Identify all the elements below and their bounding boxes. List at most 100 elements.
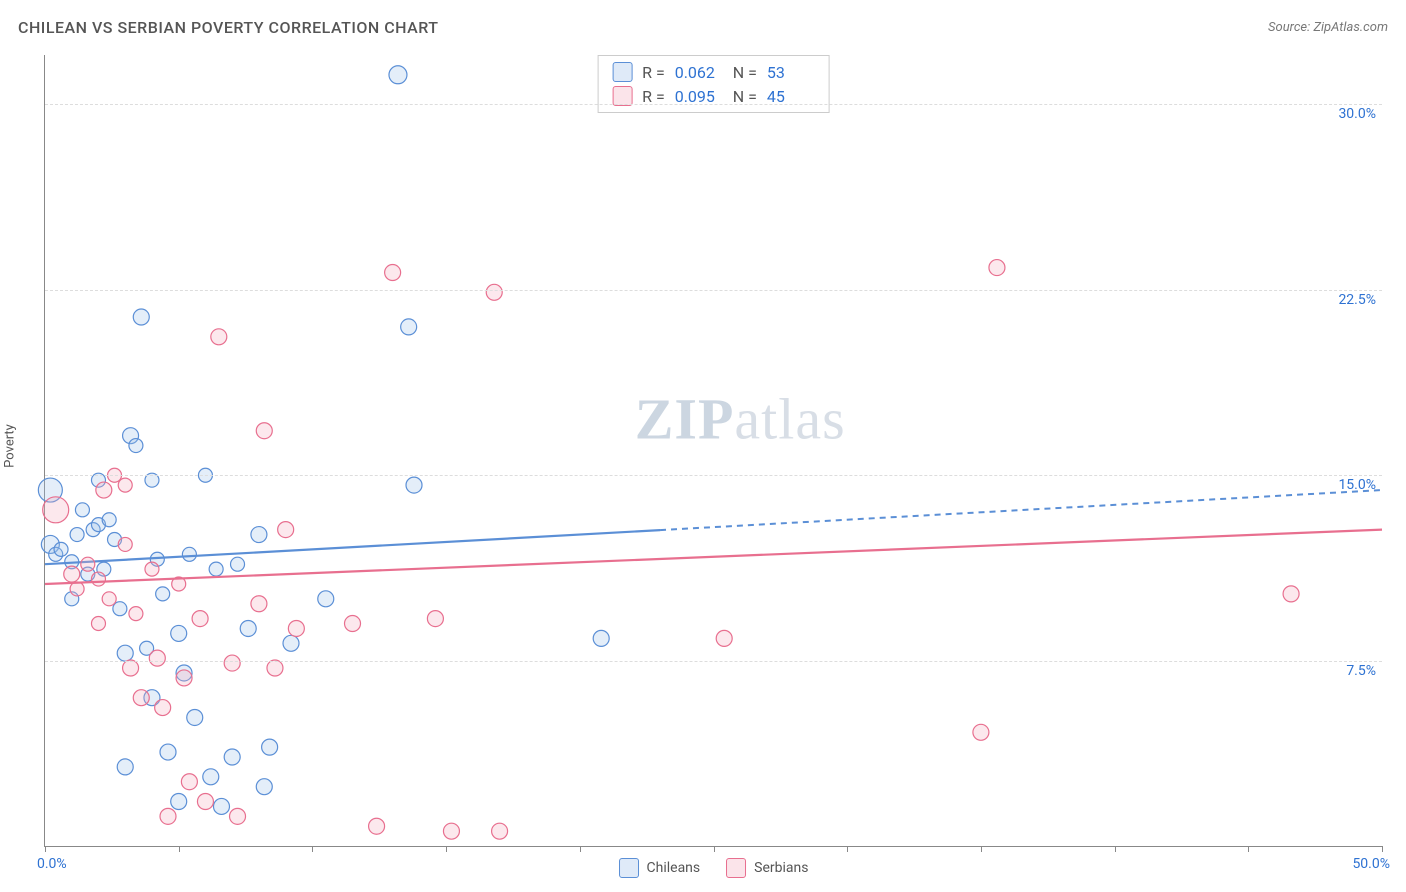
chart-svg	[45, 55, 1382, 846]
x-tick	[1115, 846, 1116, 852]
data-point	[385, 265, 401, 281]
data-point	[486, 284, 502, 300]
data-point	[171, 794, 187, 810]
data-point	[70, 582, 84, 596]
data-point	[129, 439, 143, 453]
data-point	[160, 744, 176, 760]
data-point	[156, 587, 170, 601]
data-point	[102, 513, 116, 527]
stat-r-value: 0.062	[675, 63, 723, 82]
data-point	[118, 478, 132, 492]
legend-label: Chileans	[647, 860, 701, 876]
trend-line	[45, 530, 660, 564]
stat-n-value: 45	[767, 87, 815, 106]
x-tick	[312, 846, 313, 852]
data-point	[197, 794, 213, 810]
data-point	[267, 660, 283, 676]
x-axis-min-label: 0.0%	[37, 856, 67, 872]
trend-line-extrapolated	[660, 490, 1382, 530]
data-point	[989, 260, 1005, 276]
data-point	[492, 823, 508, 839]
data-point	[145, 562, 159, 576]
data-point	[203, 769, 219, 785]
data-point	[716, 630, 732, 646]
series-swatch	[612, 86, 632, 106]
data-point	[43, 497, 69, 523]
data-point	[117, 645, 133, 661]
data-point	[149, 650, 165, 666]
y-tick-label: 30.0%	[1338, 106, 1376, 122]
x-tick	[179, 846, 180, 852]
data-point	[54, 542, 68, 556]
y-tick-label: 15.0%	[1338, 477, 1376, 493]
data-point	[129, 607, 143, 621]
y-axis-label: Poverty	[3, 424, 18, 468]
gridline	[45, 475, 1382, 476]
data-point	[133, 309, 149, 325]
data-point	[75, 503, 89, 517]
data-point	[123, 660, 139, 676]
stat-n-value: 53	[767, 63, 815, 82]
data-point	[389, 66, 407, 84]
series-swatch	[612, 62, 632, 82]
data-point	[224, 749, 240, 765]
legend-item: Serbians	[726, 858, 808, 878]
legend-item: Chileans	[619, 858, 701, 878]
legend-swatch	[619, 858, 639, 878]
data-point	[102, 592, 116, 606]
data-point	[256, 779, 272, 795]
data-point	[369, 818, 385, 834]
data-point	[113, 602, 127, 616]
data-point	[181, 774, 197, 790]
data-point	[91, 617, 105, 631]
stat-n-key: N =	[733, 63, 757, 82]
stat-n-key: N =	[733, 87, 757, 106]
stats-row: R = 0.062 N = 53	[598, 60, 829, 84]
data-point	[155, 700, 171, 716]
x-tick	[847, 846, 848, 852]
data-point	[118, 537, 132, 551]
legend-swatch	[726, 858, 746, 878]
data-point	[593, 630, 609, 646]
data-point	[973, 724, 989, 740]
data-point	[230, 808, 246, 824]
data-point	[231, 557, 245, 571]
stat-r-key: R =	[642, 87, 665, 106]
data-point	[171, 625, 187, 641]
plot-area: ZIPatlas R =0.062N =53R =0.095N =45 0.0%…	[44, 55, 1382, 847]
data-point	[262, 739, 278, 755]
x-axis-max-label: 50.0%	[1352, 856, 1390, 872]
x-tick	[45, 846, 46, 852]
data-point	[213, 798, 229, 814]
data-point	[278, 522, 294, 538]
data-point	[318, 591, 334, 607]
x-tick	[1248, 846, 1249, 852]
stat-r-value: 0.095	[675, 87, 723, 106]
source-name: ZipAtlas.com	[1313, 20, 1388, 35]
data-point	[176, 670, 192, 686]
data-point	[443, 823, 459, 839]
data-point	[91, 572, 105, 586]
stat-r-key: R =	[642, 63, 665, 82]
x-tick	[1382, 846, 1383, 852]
chart-title: CHILEAN VS SERBIAN POVERTY CORRELATION C…	[18, 18, 439, 37]
x-tick	[981, 846, 982, 852]
data-point	[251, 596, 267, 612]
data-point	[283, 635, 299, 651]
x-tick	[446, 846, 447, 852]
y-tick-label: 7.5%	[1346, 663, 1376, 679]
data-point	[345, 616, 361, 632]
data-point	[288, 620, 304, 636]
x-tick	[714, 846, 715, 852]
data-point	[160, 808, 176, 824]
trend-line	[45, 530, 1382, 584]
data-point	[182, 547, 196, 561]
legend: Chileans Serbians	[619, 858, 809, 878]
source-prefix: Source:	[1268, 20, 1313, 35]
data-point	[256, 423, 272, 439]
x-tick	[580, 846, 581, 852]
data-point	[406, 477, 422, 493]
y-tick-label: 22.5%	[1338, 292, 1376, 308]
data-point	[427, 611, 443, 627]
data-point	[187, 709, 203, 725]
